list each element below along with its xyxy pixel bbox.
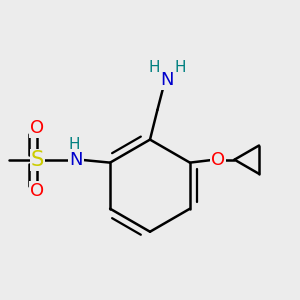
Text: H: H (69, 137, 80, 152)
Text: O: O (211, 151, 225, 169)
Text: H: H (149, 60, 160, 75)
Text: H: H (175, 60, 186, 75)
Text: N: N (69, 151, 83, 169)
Text: O: O (30, 182, 44, 200)
Text: N: N (160, 71, 174, 89)
Text: O: O (30, 119, 44, 137)
Text: S: S (31, 150, 44, 170)
